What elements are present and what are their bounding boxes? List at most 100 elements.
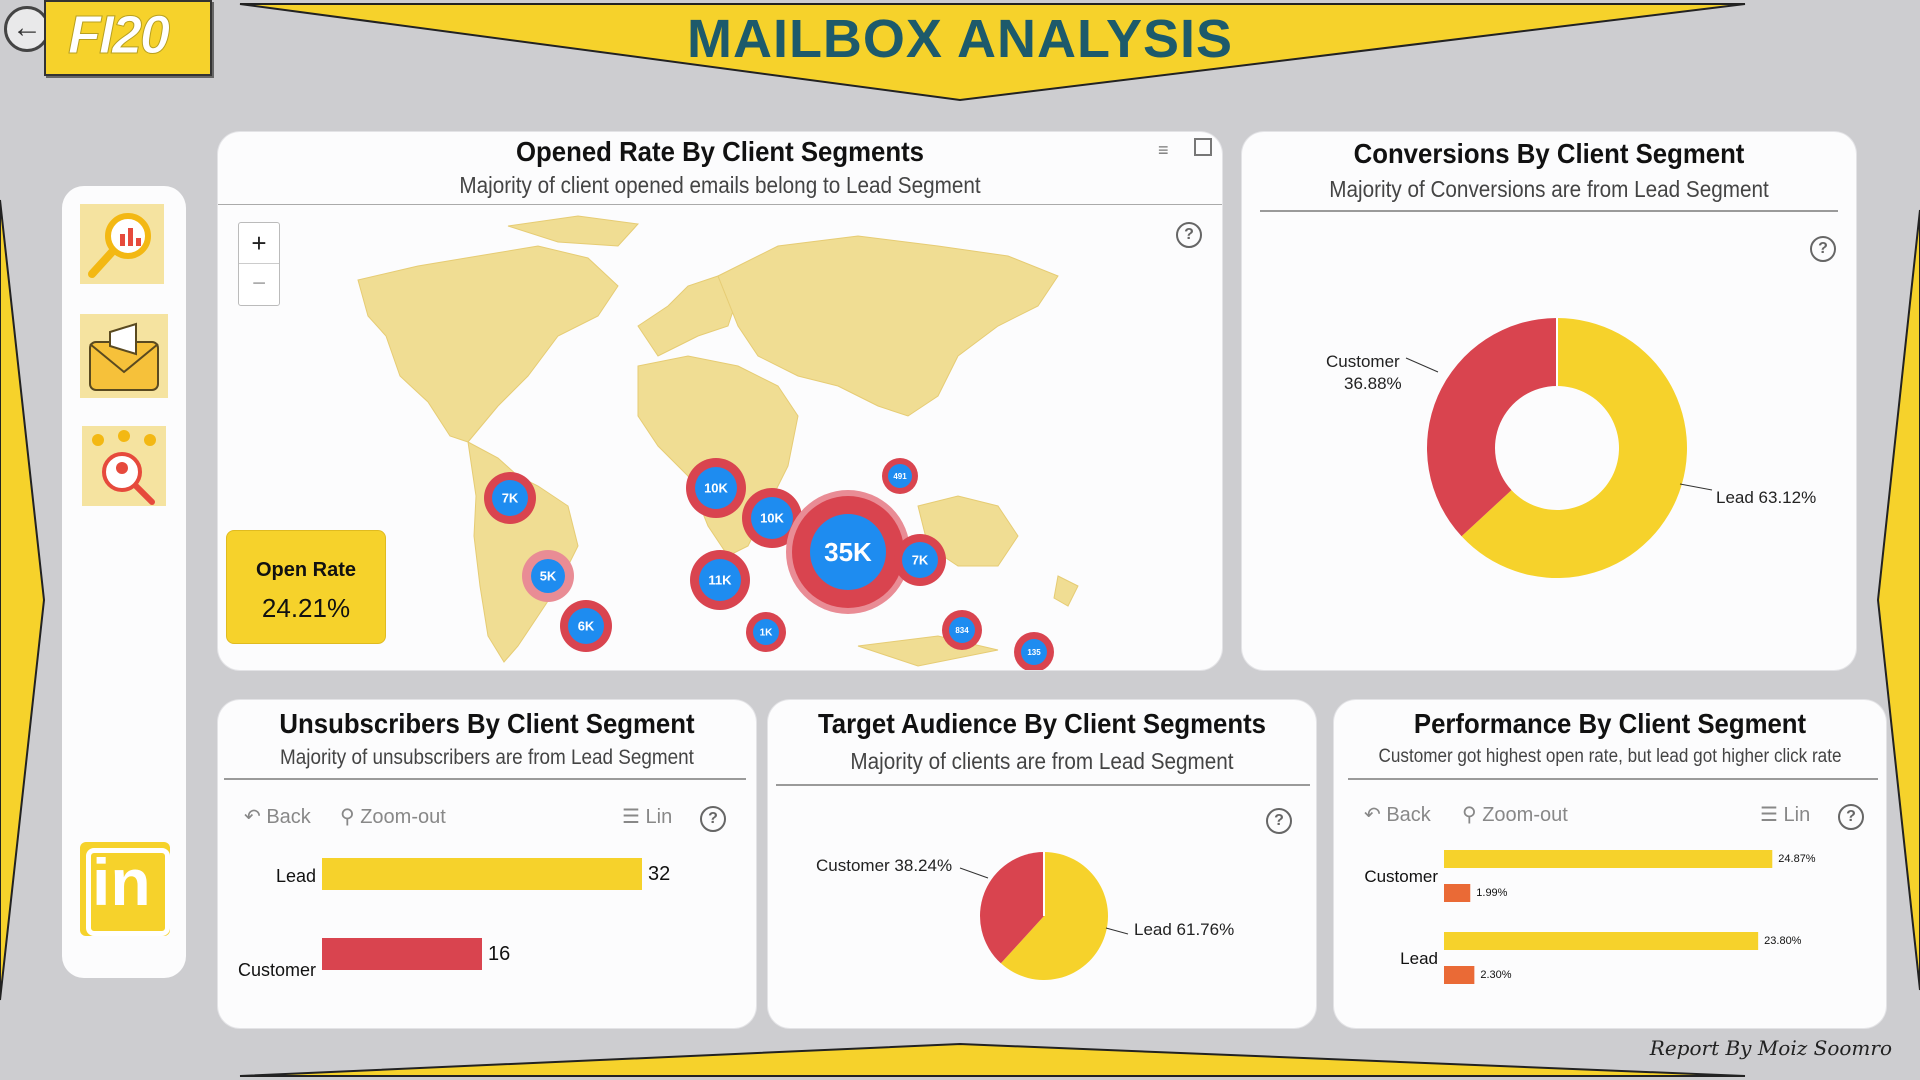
divider	[1260, 210, 1838, 212]
bubble-west-africa[interactable]: 11K	[690, 550, 750, 610]
nav-analysis[interactable]	[80, 204, 164, 284]
slice-lead[interactable]	[1000, 852, 1108, 980]
kpi-label: Open Rate	[255, 559, 357, 581]
map-card: Opened Rate By Client Segments Majority …	[218, 132, 1222, 670]
page-title: MAILBOX ANALYSIS	[686, 9, 1234, 69]
target-subtitle: Majority of clients are from Lead Segmen…	[850, 748, 1234, 774]
sidebar: in	[62, 186, 186, 978]
help-icon[interactable]: ?	[1266, 808, 1292, 834]
data-label: 2.30%	[1480, 969, 1511, 981]
data-label: 32	[648, 863, 670, 885]
help-icon[interactable]: ?	[1176, 222, 1202, 248]
back-arrow-icon: ↶	[244, 806, 261, 828]
unsub-title: Unsubscribers By Client Segment	[279, 708, 695, 739]
bubble-south-america[interactable]: 6K	[560, 600, 612, 652]
zoom-in-button[interactable]: +	[239, 223, 279, 264]
logo: FI20	[44, 0, 212, 76]
bubble-central-america[interactable]: 5K	[522, 550, 574, 602]
list-icon: ☰	[622, 806, 640, 828]
lin-button[interactable]: ☰ Lin	[622, 804, 672, 829]
data-label: 1.99%	[1476, 887, 1507, 899]
conversions-subtitle: Majority of Conversions are from Lead Se…	[1329, 176, 1769, 202]
slice-customer[interactable]	[980, 852, 1044, 964]
bar-lead[interactable]	[322, 858, 642, 890]
category-label: Customer	[238, 960, 316, 980]
category-label: Lead	[1400, 949, 1438, 968]
logo-text: FI20	[67, 5, 170, 66]
zoom-out-button[interactable]: −	[251, 270, 266, 297]
bar-open-rate[interactable]	[1444, 932, 1759, 950]
audience-icon	[92, 430, 156, 505]
back-label: Back	[1386, 804, 1431, 826]
help-icon[interactable]: ?	[1810, 236, 1836, 262]
unsub-bar-chart[interactable]: Lead 32 Customer 16	[218, 840, 756, 1020]
linkedin-link[interactable]: in	[80, 842, 170, 936]
leader-line	[1405, 357, 1439, 373]
zoom-out-button[interactable]: ⚲ Zoom-out	[1462, 802, 1568, 827]
perf-bar-chart[interactable]: 24.87% 1.99% Customer 23.80% 2.30% Lead	[1334, 840, 1886, 1020]
conversions-card: Conversions By Client Segment Majority o…	[1242, 132, 1856, 670]
slice-lead[interactable]	[1461, 318, 1687, 578]
bubble-se-asia[interactable]: 7K	[894, 534, 946, 586]
back-button[interactable]: ↶ Back	[244, 804, 311, 829]
bubble-europe-west[interactable]: 10K	[686, 458, 746, 518]
zoom-out-button[interactable]: ⚲ Zoom-out	[340, 804, 446, 829]
report-credit: Report By Moiz Soomro	[1649, 1036, 1892, 1060]
lin-button[interactable]: ☰ Lin	[1760, 802, 1810, 827]
linkedin-icon: in	[92, 845, 151, 919]
conversions-customer-label: Customer	[1326, 352, 1400, 371]
filter-icon[interactable]: ≡	[1158, 140, 1169, 160]
bubble-layer: 7K 10K 491 10K 35K 7K 5K 11K 6K 1K 834 1…	[484, 458, 1054, 670]
back-button[interactable]: ↶ Back	[1364, 802, 1431, 827]
bubble-label: 10K	[760, 510, 784, 525]
target-title: Target Audience By Client Segments	[817, 708, 1267, 739]
bubble-new-zealand[interactable]: 135	[1014, 632, 1054, 670]
bar-open-rate[interactable]	[1444, 850, 1773, 868]
help-icon[interactable]: ?	[1838, 804, 1864, 830]
target-customer-label: Customer 38.24%	[816, 856, 953, 875]
bubble-russia[interactable]: 491	[882, 458, 918, 494]
leader-line	[1679, 483, 1713, 491]
back-button[interactable]: ←	[4, 6, 50, 52]
lin-label: Lin	[645, 806, 673, 828]
back-label: Back	[266, 806, 311, 828]
nav-audience[interactable]	[82, 426, 166, 506]
bar-customer[interactable]	[322, 938, 482, 970]
data-label: 16	[488, 943, 510, 965]
help-icon[interactable]: ?	[700, 806, 726, 832]
kpi-value: 24.21%	[261, 593, 351, 623]
list-icon: ☰	[1760, 804, 1778, 826]
divider	[776, 784, 1310, 786]
bubble-label: 135	[1027, 648, 1041, 657]
target-pie[interactable]	[768, 790, 1316, 1020]
zoom-out-icon: ⚲	[340, 806, 355, 828]
slice-customer[interactable]	[1427, 318, 1557, 537]
category-label: Customer	[1364, 867, 1438, 886]
back-arrow-icon: ↶	[1364, 804, 1381, 826]
divider	[224, 778, 746, 780]
conversions-donut[interactable]	[1242, 222, 1856, 662]
nav-mail-campaign[interactable]	[80, 314, 168, 398]
unsub-card: Unsubscribers By Client Segment Majority…	[218, 700, 756, 1028]
open-rate-kpi: Open Rate 24.21%	[226, 530, 386, 644]
perf-subtitle: Customer got highest open rate, but lead…	[1378, 746, 1842, 767]
bubble-india[interactable]: 35K	[786, 490, 910, 614]
bar-click-rate[interactable]	[1444, 966, 1475, 984]
world-map[interactable]: 7K 10K 491 10K 35K 7K 5K 11K 6K 1K 834 1…	[218, 206, 1222, 670]
divider	[1348, 778, 1878, 780]
bubble-us[interactable]: 7K	[484, 472, 536, 524]
focus-mode-icon[interactable]	[1194, 138, 1212, 156]
bubble-label: 5K	[540, 568, 557, 583]
bubble-label: 7K	[912, 552, 929, 567]
zoom-control: + −	[238, 222, 280, 306]
bubble-middle-east[interactable]: 10K	[742, 488, 802, 548]
bubble-label: 7K	[502, 490, 519, 505]
bubble-australia[interactable]: 834	[942, 610, 982, 650]
bubble-label: 834	[955, 626, 969, 635]
bar-click-rate[interactable]	[1444, 884, 1471, 902]
leader-line	[1105, 927, 1129, 935]
conversions-lead-label: Lead 63.12%	[1716, 488, 1817, 507]
bubble-east-africa[interactable]: 1K	[746, 612, 786, 652]
bubble-label: 1K	[760, 628, 774, 639]
